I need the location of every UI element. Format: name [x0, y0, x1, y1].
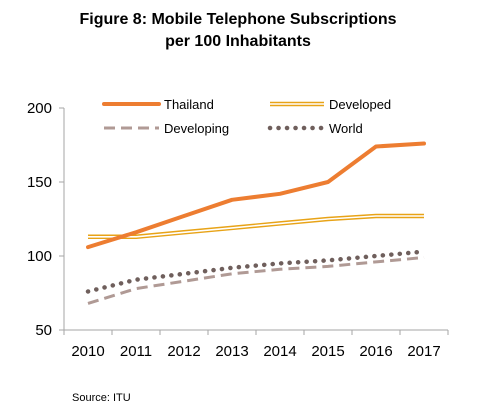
x-tick-label: 2015	[311, 343, 344, 360]
series-line-thailand	[86, 141, 426, 250]
series-line-developed-inner	[88, 215, 424, 238]
chart-series	[85, 141, 427, 305]
series-line-world	[85, 249, 427, 294]
x-tick-label: 2012	[167, 343, 200, 360]
x-tick-label: 2016	[359, 343, 392, 360]
series-line-developing	[87, 256, 425, 305]
chart-title-line2: per 100 Inhabitants	[165, 33, 311, 50]
x-tick-label: 2013	[215, 343, 248, 360]
x-tick-label: 2014	[263, 343, 296, 360]
y-tick-label: 50	[35, 322, 52, 339]
legend-label-developing: Developing	[164, 121, 229, 136]
legend-label-world: World	[329, 121, 363, 136]
y-tick-label: 150	[27, 174, 52, 191]
x-tick-label: 2010	[71, 343, 104, 360]
legend-label-developed: Developed	[329, 97, 391, 112]
chart-title-line1: Figure 8: Mobile Telephone Subscriptions	[79, 11, 396, 28]
chart-legend: Thailand Developed Developing World	[102, 97, 391, 136]
x-tick-label: 2011	[120, 343, 152, 360]
x-tick-label: 2017	[407, 343, 440, 360]
legend-label-thailand: Thailand	[164, 97, 214, 112]
y-tick-label: 200	[27, 100, 52, 117]
chart-axes: 50 100 150 200 2010 2011 2012 2013 2014 2015 2016 2…	[27, 100, 449, 360]
y-tick-label: 100	[27, 248, 52, 265]
chart-source: Source: ITU	[72, 392, 131, 404]
